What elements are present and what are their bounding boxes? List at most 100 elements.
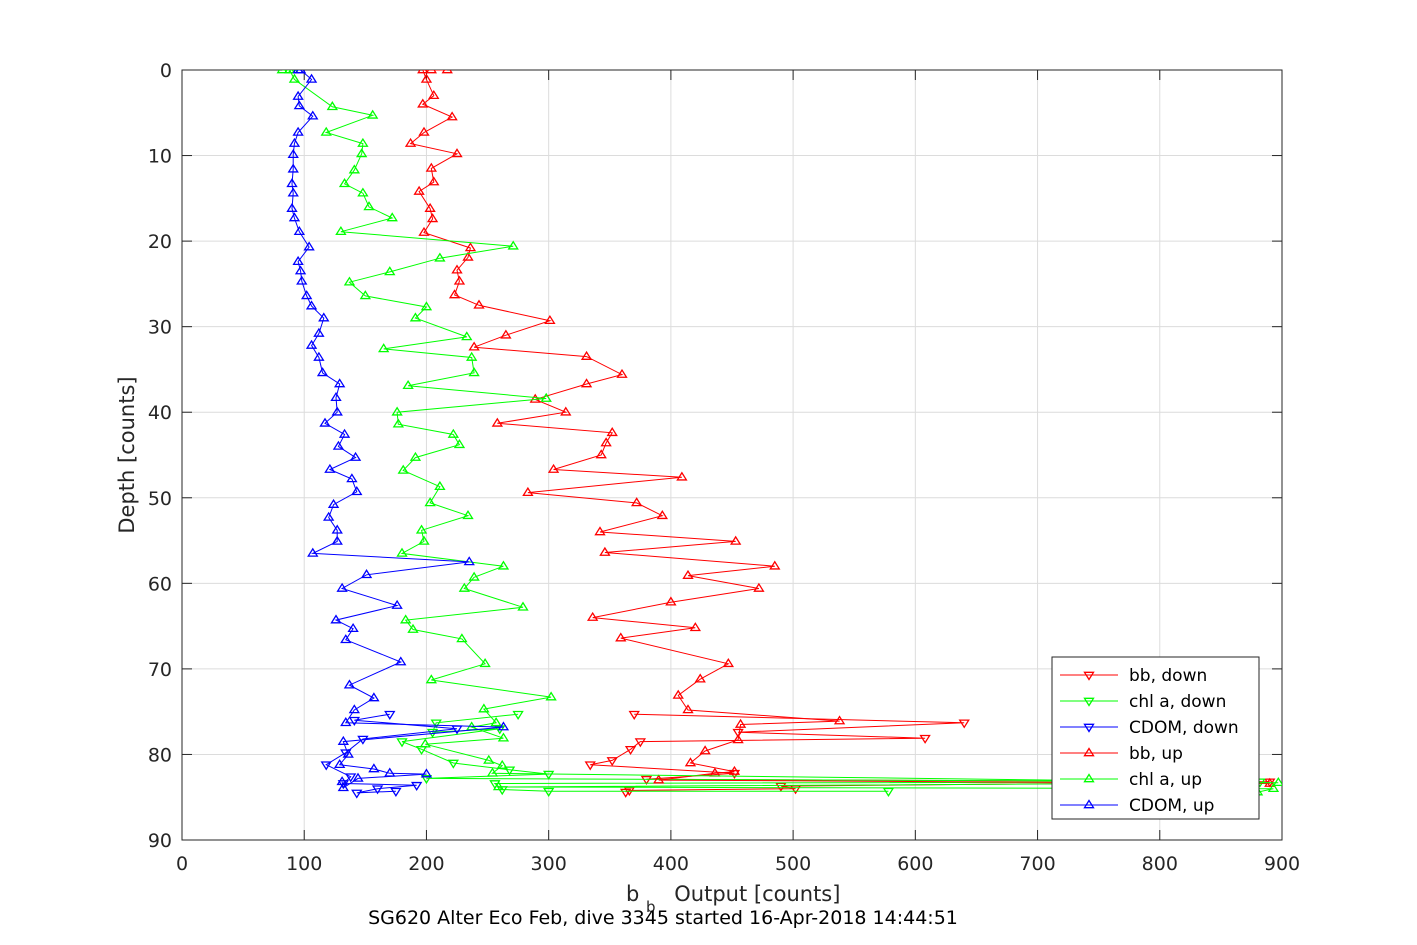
data-point — [580, 350, 593, 360]
data-point — [390, 787, 402, 797]
data-point — [420, 768, 433, 778]
data-point — [399, 614, 412, 624]
data-point — [580, 378, 593, 388]
data-point — [347, 622, 359, 633]
data-point — [331, 524, 343, 534]
data-point — [352, 772, 364, 782]
data-point — [775, 782, 787, 792]
data-point — [652, 774, 665, 784]
y-tick-label: 50 — [148, 488, 172, 510]
y-tick-label: 60 — [148, 573, 172, 595]
plot-area — [181, 69, 1283, 841]
x-tick-label: 900 — [1264, 853, 1300, 875]
data-point — [348, 164, 361, 174]
x-tick-label: 600 — [897, 853, 933, 875]
data-point — [586, 611, 599, 621]
data-point — [402, 379, 414, 390]
data-point — [294, 265, 307, 275]
data-point — [337, 735, 350, 745]
data-point — [606, 757, 618, 767]
data-point — [465, 351, 478, 361]
data-point — [313, 327, 325, 337]
data-point — [682, 704, 694, 714]
data-point — [340, 634, 352, 644]
data-point — [462, 510, 474, 520]
data-point — [418, 126, 430, 136]
data-point — [327, 498, 340, 508]
data-point — [599, 546, 611, 556]
legend-label: chl a, up — [1129, 770, 1202, 790]
data-point — [540, 392, 552, 402]
data-point — [425, 674, 438, 684]
legend-label: bb, up — [1129, 744, 1183, 764]
data-point — [490, 717, 502, 727]
legend-marker — [1083, 773, 1095, 783]
y-tick-label: 20 — [148, 231, 172, 253]
data-point — [392, 418, 405, 428]
data-point — [468, 571, 480, 581]
data-point — [958, 719, 970, 729]
data-point — [415, 524, 428, 534]
data-point — [384, 266, 396, 276]
data-point — [463, 556, 475, 566]
data-point — [300, 290, 313, 300]
data-point — [343, 679, 356, 689]
x-tick-label: 400 — [653, 853, 689, 875]
data-point — [426, 213, 439, 223]
data-point — [448, 289, 461, 299]
data-point — [395, 656, 407, 666]
data-point — [287, 187, 299, 197]
data-point — [276, 70, 288, 74]
data-point — [522, 486, 534, 496]
data-point — [425, 70, 438, 74]
data-point — [732, 734, 744, 744]
data-point — [689, 622, 702, 632]
data-point — [305, 73, 318, 83]
data-point — [288, 212, 301, 222]
data-point — [305, 300, 318, 310]
y-tick-label: 0 — [160, 60, 172, 82]
data-point — [619, 788, 632, 798]
data-point — [676, 471, 688, 481]
data-point — [424, 202, 436, 212]
data-point — [288, 137, 301, 147]
data-point — [478, 703, 490, 713]
data-point — [292, 255, 304, 265]
x-axis-label-rest: Output [counts] — [674, 882, 840, 906]
data-point — [331, 535, 343, 545]
x-axis-label: b b Output [counts] — [626, 882, 840, 917]
data-point — [919, 734, 931, 744]
x-axis-label-subscript: b — [646, 898, 656, 916]
legend-label: bb, down — [1129, 666, 1207, 686]
data-point — [453, 439, 466, 449]
data-point — [479, 658, 491, 668]
data-point — [486, 767, 499, 777]
data-point — [397, 464, 409, 474]
series-5 — [286, 70, 510, 792]
data-point — [451, 264, 463, 274]
data-point — [417, 70, 429, 74]
data-point — [491, 417, 504, 427]
data-point — [456, 633, 468, 643]
data-point — [694, 673, 706, 683]
data-point — [483, 754, 495, 764]
data-point — [699, 745, 711, 755]
data-point — [296, 275, 308, 285]
data-point — [833, 715, 846, 725]
data-point — [630, 497, 643, 507]
data-point — [371, 785, 384, 795]
data-point — [330, 391, 342, 402]
data-point — [391, 599, 403, 609]
x-tick-label: 100 — [286, 853, 322, 875]
data-point — [500, 329, 512, 339]
data-point — [346, 473, 358, 483]
data-point — [462, 251, 474, 261]
data-point — [728, 765, 741, 775]
data-point — [542, 787, 555, 797]
data-point — [640, 775, 653, 785]
data-point — [1267, 782, 1280, 793]
y-tick-label: 40 — [148, 402, 172, 424]
data-point — [753, 582, 765, 592]
data-point — [307, 547, 319, 557]
